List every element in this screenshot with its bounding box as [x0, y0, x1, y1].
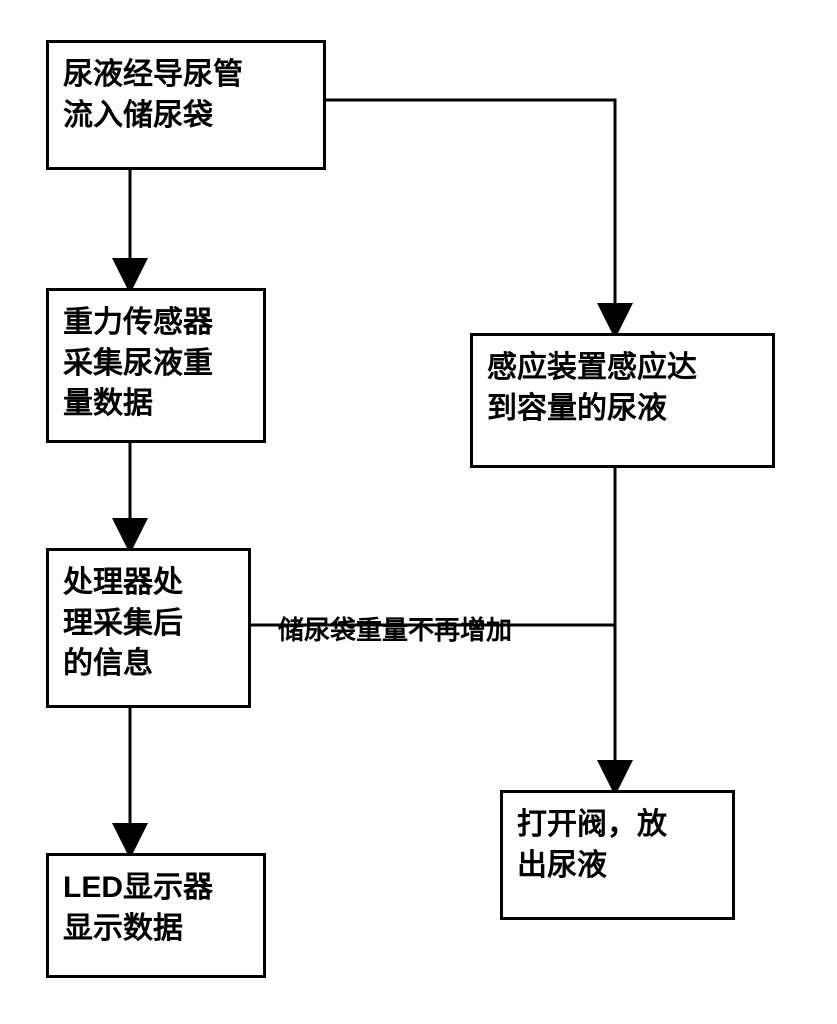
node-urine-flow-in: 尿液经导尿管 流入储尿袋	[46, 40, 326, 170]
node-label: 尿液经导尿管 流入储尿袋	[63, 55, 243, 136]
node-processor: 处理器处 理采集后 的信息	[46, 548, 251, 708]
node-gravity-sensor: 重力传感器 采集尿液重 量数据	[46, 288, 266, 443]
node-label: 处理器处 理采集后 的信息	[63, 563, 183, 685]
node-label: LED显示器 显示数据	[63, 868, 213, 949]
edge-label-weight-no-increase: 储尿袋重量不再增加	[278, 610, 512, 647]
node-label: 打开阀，放 出尿液	[517, 805, 667, 886]
node-led-display: LED显示器 显示数据	[46, 853, 266, 978]
node-open-valve: 打开阀，放 出尿液	[500, 790, 735, 920]
node-label: 感应装置感应达 到容量的尿液	[487, 348, 697, 429]
node-sensing-device: 感应装置感应达 到容量的尿液	[470, 333, 775, 468]
edge-label-text: 储尿袋重量不再增加	[278, 615, 512, 645]
node-label: 重力传感器 采集尿液重 量数据	[63, 303, 213, 425]
